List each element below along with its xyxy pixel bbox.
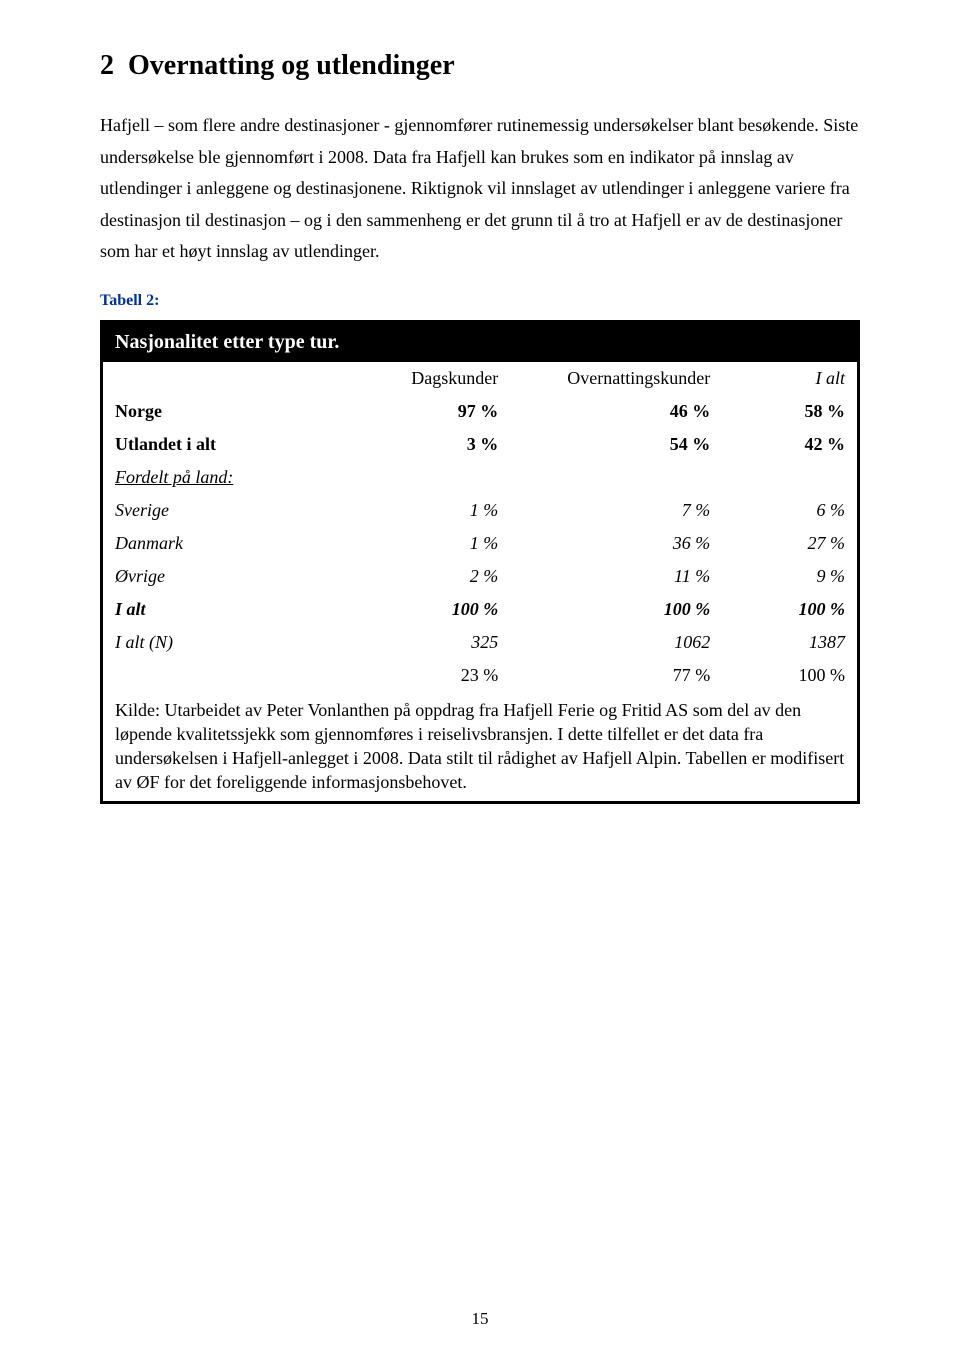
row-label: I alt (N) xyxy=(102,626,344,659)
table-caption: Tabell 2: xyxy=(100,292,860,310)
row-cell: 9 % xyxy=(722,560,858,593)
row-cell: 100 % xyxy=(344,593,511,626)
section-title-text: Overnatting og utlendinger xyxy=(128,50,455,81)
row-label: Fordelt på land: xyxy=(102,461,344,494)
document-page: 2 Overnatting og utlendinger Hafjell – s… xyxy=(0,0,960,1359)
row-label: Danmark xyxy=(102,527,344,560)
table-header-overnattingskunder: Overnattingskunder xyxy=(510,362,722,395)
row-cell: 2 % xyxy=(344,560,511,593)
row-cell: 325 xyxy=(344,626,511,659)
table-title: Nasjonalitet etter type tur. xyxy=(102,321,859,362)
table-header-ialt: I alt xyxy=(722,362,858,395)
body-paragraph: Hafjell – som flere andre destinasjoner … xyxy=(100,110,860,268)
row-cell: 11 % xyxy=(510,560,722,593)
table-source-row: Kilde: Utarbeidet av Peter Vonlanthen på… xyxy=(102,692,859,803)
row-label: Øvrige xyxy=(102,560,344,593)
row-label: Utlandet i alt xyxy=(102,428,344,461)
row-cell: 7 % xyxy=(510,494,722,527)
row-cell: 100 % xyxy=(722,593,858,626)
table-row: Norge 97 % 46 % 58 % xyxy=(102,395,859,428)
row-cell: 42 % xyxy=(722,428,858,461)
section-heading: 2 Overnatting og utlendinger xyxy=(100,50,860,82)
section-number: 2 xyxy=(100,50,114,81)
row-cell: 23 % xyxy=(344,659,511,692)
row-label: Sverige xyxy=(102,494,344,527)
row-cell: 1 % xyxy=(344,494,511,527)
row-cell xyxy=(344,461,511,494)
row-cell: 1062 xyxy=(510,626,722,659)
table-title-row: Nasjonalitet etter type tur. xyxy=(102,321,859,362)
table-header-blank xyxy=(102,362,344,395)
table-row: Utlandet i alt 3 % 54 % 42 % xyxy=(102,428,859,461)
table-row: Sverige 1 % 7 % 6 % xyxy=(102,494,859,527)
row-cell: 3 % xyxy=(344,428,511,461)
row-cell: 1 % xyxy=(344,527,511,560)
row-label xyxy=(102,659,344,692)
row-cell: 100 % xyxy=(510,593,722,626)
row-cell: 27 % xyxy=(722,527,858,560)
row-cell: 58 % xyxy=(722,395,858,428)
table-header-row: Dagskunder Overnattingskunder I alt xyxy=(102,362,859,395)
table-row: 23 % 77 % 100 % xyxy=(102,659,859,692)
table-source: Kilde: Utarbeidet av Peter Vonlanthen på… xyxy=(102,692,859,803)
row-label: I alt xyxy=(102,593,344,626)
row-cell: 100 % xyxy=(722,659,858,692)
row-cell: 36 % xyxy=(510,527,722,560)
row-cell xyxy=(722,461,858,494)
nationality-table: Nasjonalitet etter type tur. Dagskunder … xyxy=(100,320,860,804)
table-row: Fordelt på land: xyxy=(102,461,859,494)
row-cell: 54 % xyxy=(510,428,722,461)
row-label: Norge xyxy=(102,395,344,428)
row-cell: 77 % xyxy=(510,659,722,692)
table-header-dagskunder: Dagskunder xyxy=(344,362,511,395)
row-cell xyxy=(510,461,722,494)
row-cell: 97 % xyxy=(344,395,511,428)
row-cell: 6 % xyxy=(722,494,858,527)
page-number: 15 xyxy=(0,1309,960,1329)
row-cell: 46 % xyxy=(510,395,722,428)
row-cell: 1387 xyxy=(722,626,858,659)
table-row: Danmark 1 % 36 % 27 % xyxy=(102,527,859,560)
table-row: I alt (N) 325 1062 1387 xyxy=(102,626,859,659)
table-row: Øvrige 2 % 11 % 9 % xyxy=(102,560,859,593)
table-row: I alt 100 % 100 % 100 % xyxy=(102,593,859,626)
